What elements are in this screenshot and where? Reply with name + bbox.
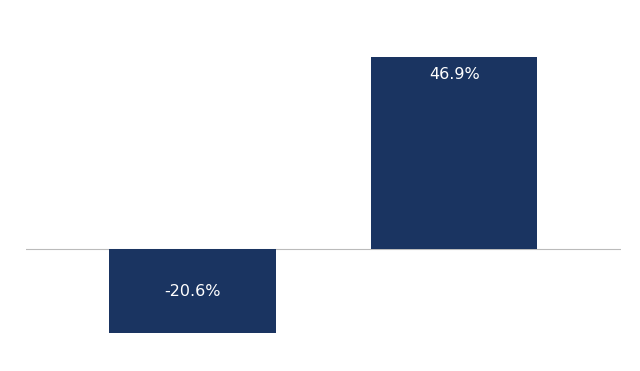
Text: 46.9%: 46.9% bbox=[429, 67, 479, 82]
Bar bbox=[371, 57, 538, 249]
Bar bbox=[109, 249, 276, 333]
Text: -20.6%: -20.6% bbox=[164, 283, 221, 299]
